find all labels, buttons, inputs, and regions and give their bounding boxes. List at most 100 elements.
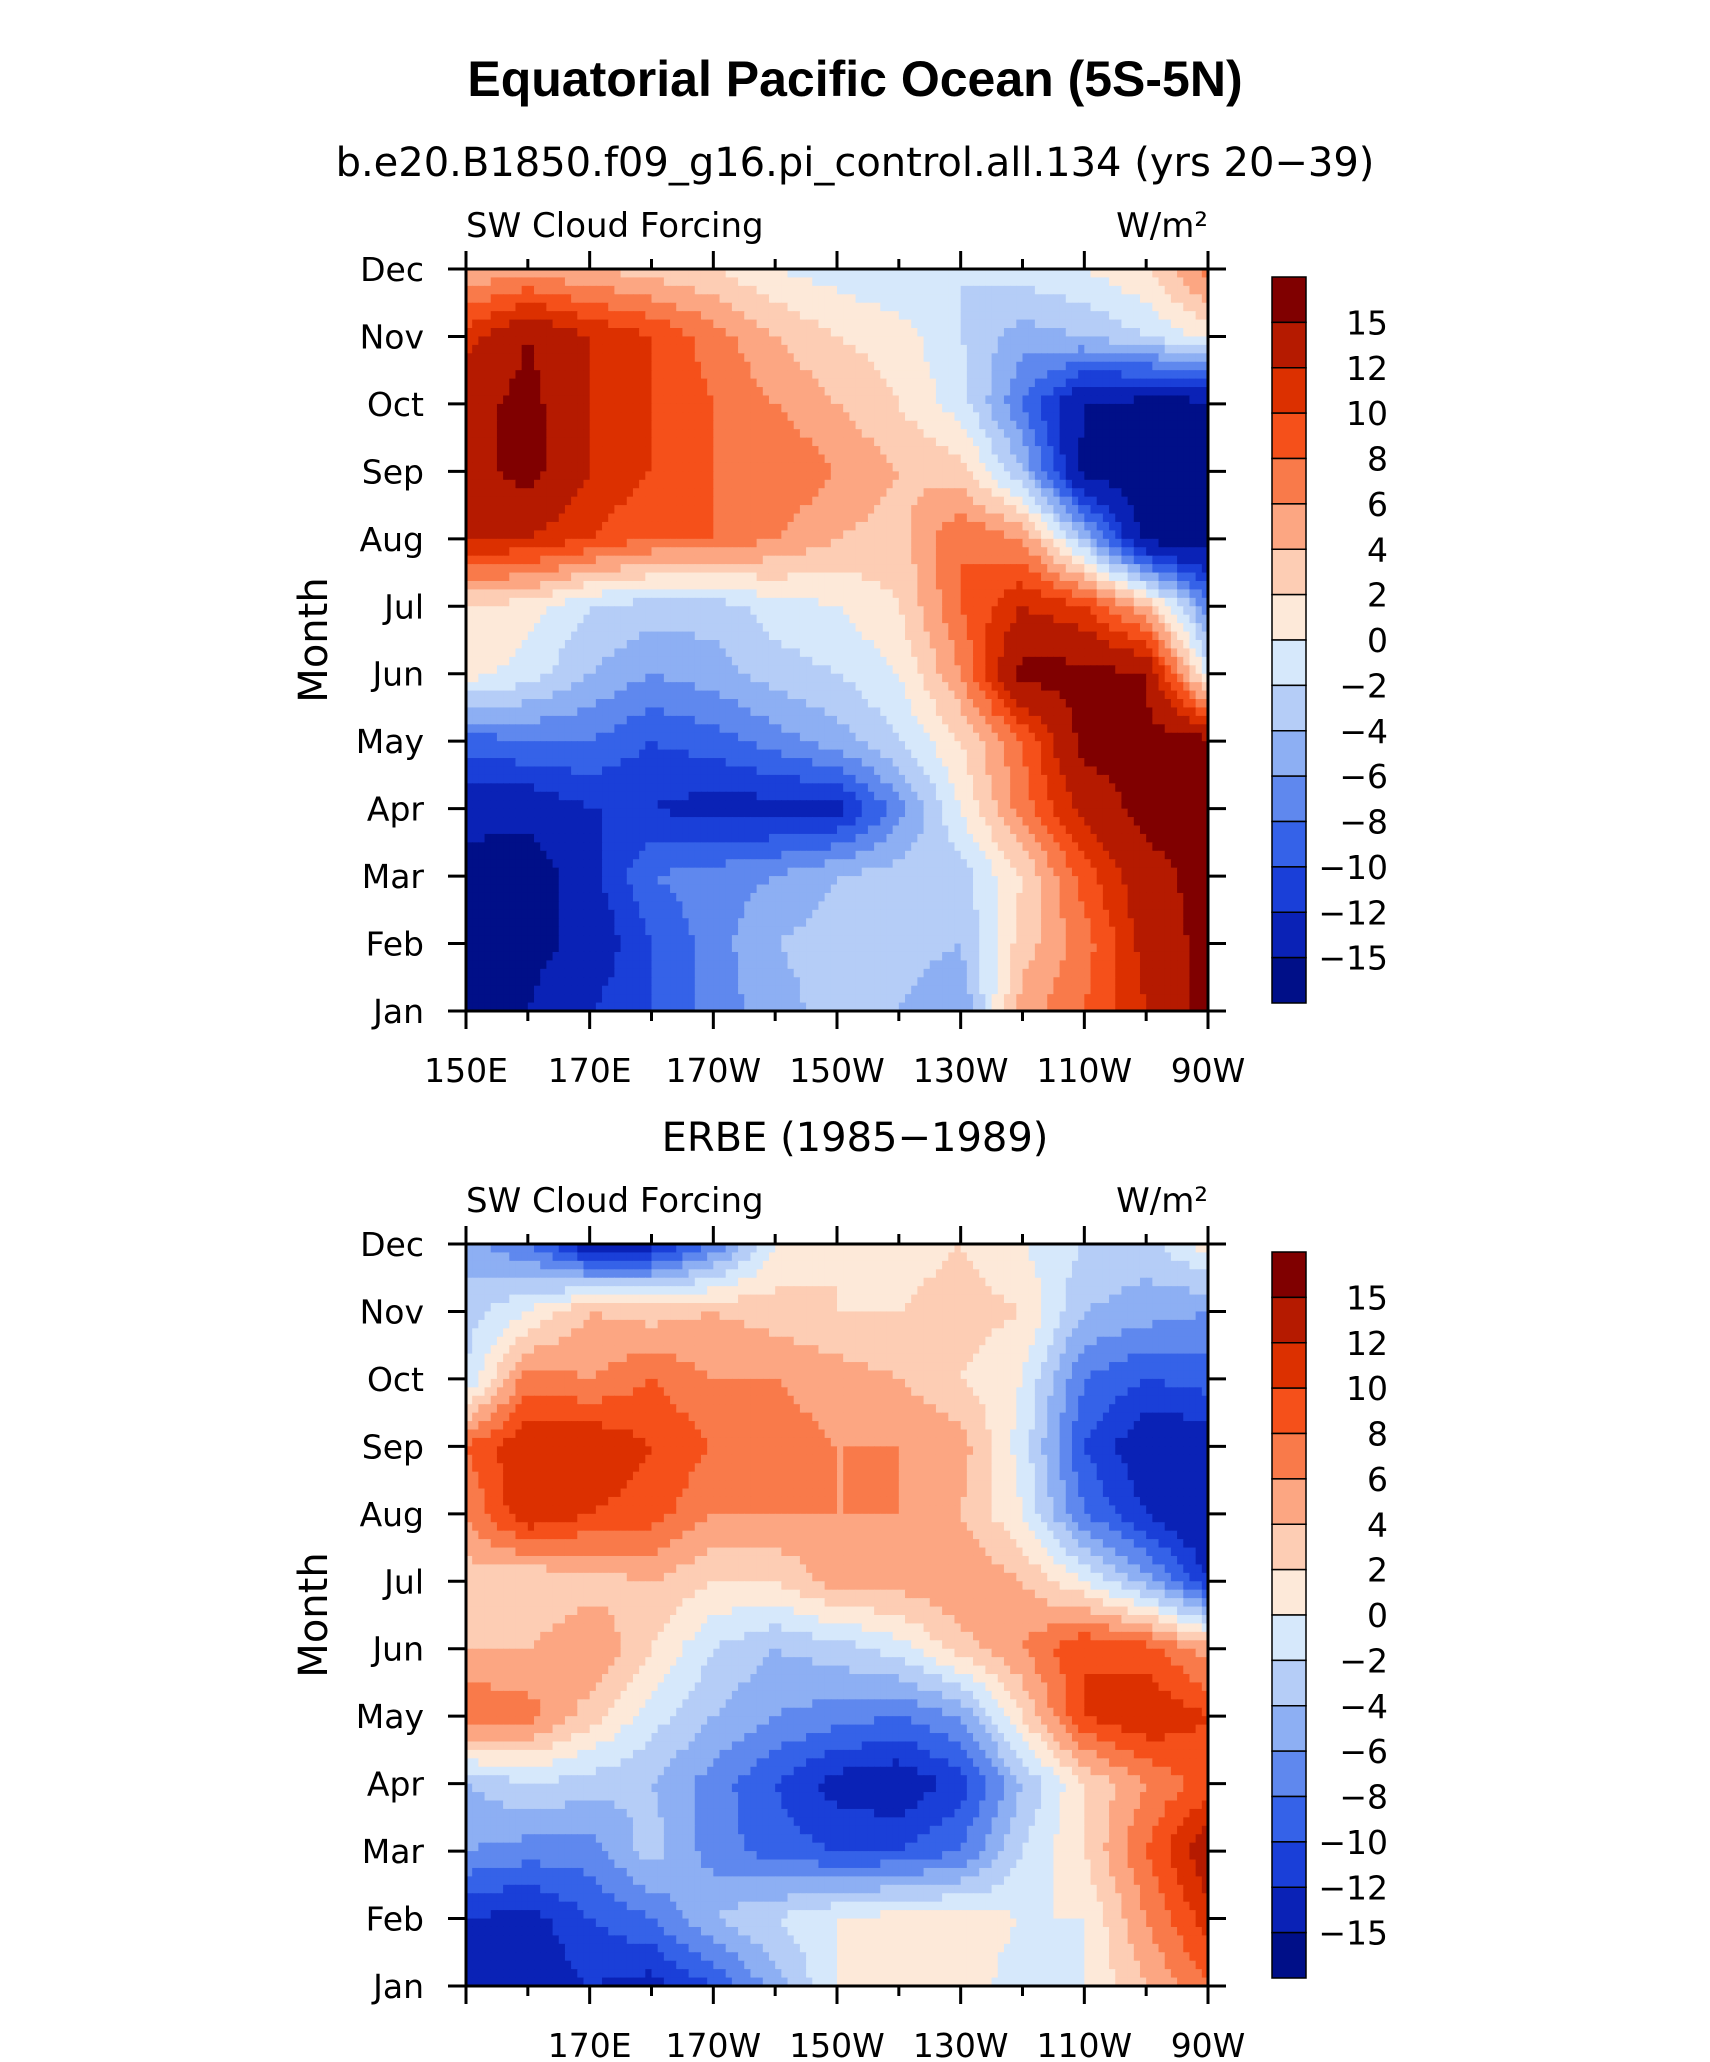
cell xyxy=(1065,344,1073,354)
cell xyxy=(707,496,714,506)
cell xyxy=(905,589,912,599)
cell xyxy=(954,513,962,523)
cell xyxy=(731,420,739,430)
cell xyxy=(509,269,517,279)
cell xyxy=(1177,336,1184,346)
cell xyxy=(830,395,838,405)
cell xyxy=(1047,361,1055,371)
cell xyxy=(645,361,653,371)
cell xyxy=(1047,294,1055,304)
cell xyxy=(1028,496,1036,506)
cell xyxy=(1028,311,1036,321)
cell xyxy=(700,285,708,295)
cell xyxy=(874,344,881,354)
cell xyxy=(527,589,535,599)
cell xyxy=(1121,387,1129,397)
cell xyxy=(509,580,517,591)
cell xyxy=(1053,597,1061,607)
cell xyxy=(1034,361,1042,371)
cell xyxy=(509,513,517,523)
cell xyxy=(911,589,918,599)
cell xyxy=(731,429,739,439)
cell xyxy=(595,538,603,548)
cell xyxy=(911,361,918,371)
cell xyxy=(1133,269,1141,279)
cell xyxy=(626,446,634,456)
cell xyxy=(478,555,486,565)
cell xyxy=(1084,479,1092,489)
cell xyxy=(1102,387,1110,397)
cell xyxy=(1003,328,1011,338)
cell xyxy=(991,353,999,363)
cell xyxy=(583,580,591,591)
cell xyxy=(595,521,603,531)
cell xyxy=(911,479,918,489)
cell xyxy=(1177,454,1184,464)
cell xyxy=(806,555,813,565)
cell xyxy=(991,606,999,616)
cell xyxy=(472,294,479,304)
cell xyxy=(762,285,770,295)
cell xyxy=(830,513,838,523)
cell xyxy=(1170,302,1178,312)
cell xyxy=(564,412,572,422)
cell xyxy=(960,547,968,557)
cell xyxy=(1047,311,1055,321)
cell xyxy=(521,319,529,329)
cell xyxy=(1090,370,1098,380)
cell xyxy=(515,513,523,523)
cell xyxy=(855,285,863,295)
cell xyxy=(700,471,708,481)
cell xyxy=(1189,277,1197,287)
cell xyxy=(1096,294,1104,304)
cell xyxy=(663,336,671,346)
cell xyxy=(738,597,745,607)
cell xyxy=(521,505,529,515)
cell xyxy=(602,429,609,439)
cell xyxy=(1096,429,1104,439)
cell xyxy=(942,353,949,363)
cell xyxy=(1183,344,1191,354)
cell xyxy=(589,530,597,540)
cell xyxy=(880,496,888,506)
cell xyxy=(966,437,974,447)
cell xyxy=(1084,387,1092,397)
cell xyxy=(719,395,727,405)
cell xyxy=(830,336,838,346)
cell xyxy=(571,530,578,540)
cell xyxy=(793,269,801,279)
cell xyxy=(1102,403,1110,413)
cell xyxy=(935,336,943,346)
cell xyxy=(799,319,807,329)
cell xyxy=(645,555,653,565)
cell xyxy=(682,538,690,548)
cell xyxy=(707,420,714,430)
cell xyxy=(478,462,486,472)
cell xyxy=(1189,454,1197,464)
cell xyxy=(861,555,869,565)
cell xyxy=(979,353,986,363)
cell xyxy=(1028,454,1036,464)
cell xyxy=(1102,538,1110,548)
cell xyxy=(979,420,986,430)
cell xyxy=(700,420,708,430)
cell xyxy=(1096,269,1104,279)
cell xyxy=(1109,446,1116,456)
cell xyxy=(1102,488,1110,498)
cell xyxy=(985,370,993,380)
cell xyxy=(1003,488,1011,498)
cell xyxy=(867,479,875,489)
cell xyxy=(1152,395,1160,405)
cell xyxy=(880,269,888,279)
cell xyxy=(1170,403,1178,413)
cell xyxy=(1133,589,1141,599)
cell xyxy=(1201,606,1208,616)
cell xyxy=(1028,505,1036,515)
cell xyxy=(942,513,949,523)
cell xyxy=(466,479,473,489)
cell xyxy=(892,564,900,574)
cell xyxy=(707,437,714,447)
cell xyxy=(639,547,646,557)
cell xyxy=(490,488,498,498)
cell xyxy=(861,387,869,397)
